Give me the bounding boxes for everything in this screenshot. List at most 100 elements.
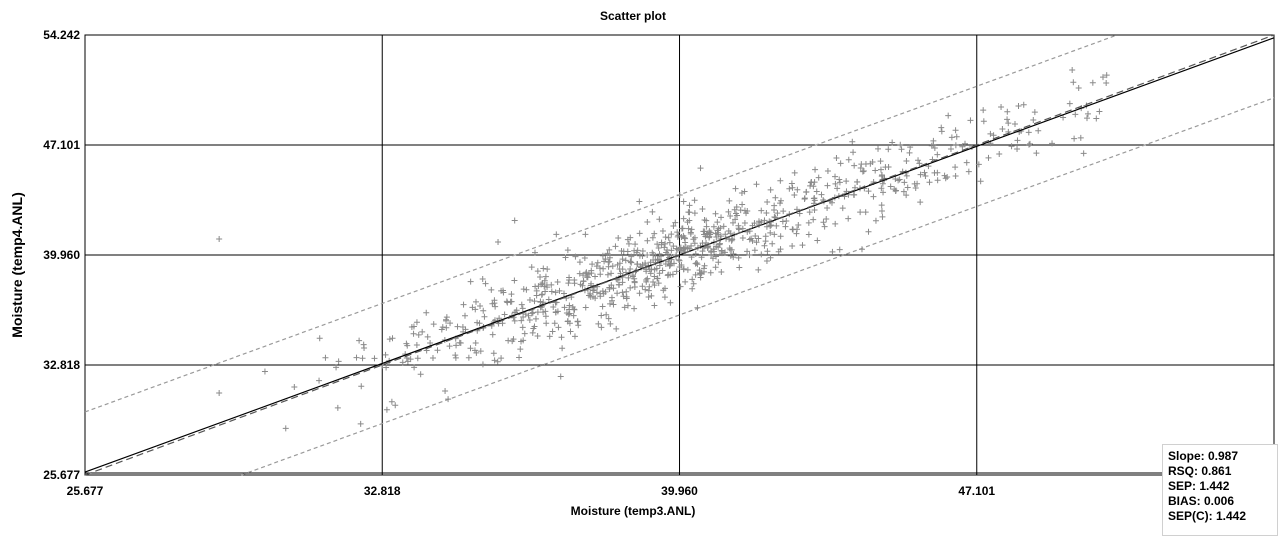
data-point [520,286,527,293]
data-point [669,271,676,278]
data-point [678,261,685,268]
data-point [990,132,997,139]
data-point [600,265,607,272]
data-point [791,191,798,198]
data-point [291,383,298,390]
data-point [647,270,654,277]
data-point [806,209,813,216]
data-point [541,283,548,290]
data-point [490,350,497,357]
data-point [670,223,677,230]
data-point [1004,116,1011,123]
x-tick-label: 32.818 [364,484,401,498]
data-point [824,182,831,189]
data-point [707,269,714,276]
data-point [952,127,959,134]
data-point [556,287,563,294]
data-point [526,296,533,303]
data-point [667,262,674,269]
data-point [782,223,789,230]
data-point [598,312,605,319]
data-point [651,230,658,237]
data-point [748,235,755,242]
data-point [963,159,970,166]
data-point [575,322,582,329]
data-point [725,227,732,234]
data-point [491,357,498,364]
data-point [606,254,613,261]
data-point [832,220,839,227]
data-point [732,216,739,223]
data-point [808,178,815,185]
data-point [282,425,289,432]
data-point [727,252,734,259]
data-point [674,246,681,253]
data-point [316,335,323,342]
data-point [581,255,588,262]
stat-slope: Slope: 0.987 [1168,449,1239,463]
data-point [885,146,892,153]
data-point [944,174,951,181]
data-point [771,202,778,209]
data-point [504,299,511,306]
data-point [718,250,725,257]
data-point [668,231,675,238]
data-point [737,207,744,214]
data-point [728,237,735,244]
data-point [850,191,857,198]
data-point [472,339,479,346]
data-point [644,275,651,282]
data-point [359,355,366,362]
data-point [692,271,699,278]
data-point [430,321,437,328]
data-point [607,300,614,307]
data-point [636,290,643,297]
data-point [869,158,876,165]
data-point [833,155,840,162]
data-point [419,328,426,335]
data-point [688,226,695,233]
data-point [764,248,771,255]
data-point [774,210,781,217]
data-point [410,323,417,330]
data-point [519,324,526,331]
stats-box: Slope: 0.987 RSQ: 0.861 SEP: 1.442 BIAS:… [1162,444,1278,536]
data-point [1080,150,1087,157]
data-point [836,246,843,253]
data-point [777,177,784,184]
data-point [735,222,742,229]
data-point [545,296,552,303]
data-point [456,339,463,346]
data-point [595,320,602,327]
data-point [592,273,599,280]
data-point [521,330,528,337]
data-point [624,302,631,309]
data-point [892,188,899,195]
data-point [518,317,525,324]
data-point [715,259,722,266]
data-point [1026,140,1033,147]
stat-sepc: SEP(C): 1.442 [1168,509,1247,523]
data-point [619,279,626,286]
data-point [953,133,960,140]
data-point [718,214,725,221]
data-point [862,209,869,216]
data-point [553,231,560,238]
data-point [1071,135,1078,142]
data-point [712,264,719,271]
data-point [495,239,502,246]
data-point [1031,109,1038,116]
data-point [631,305,638,312]
data-point [682,239,689,246]
data-point [859,168,866,175]
data-point [582,231,589,238]
data-point [755,266,762,273]
data-point [645,287,652,294]
data-point [692,250,699,257]
data-point [482,280,489,287]
data-point [701,262,708,269]
data-point [662,240,669,247]
data-point [606,246,613,253]
data-point [741,220,748,227]
data-point [714,229,721,236]
